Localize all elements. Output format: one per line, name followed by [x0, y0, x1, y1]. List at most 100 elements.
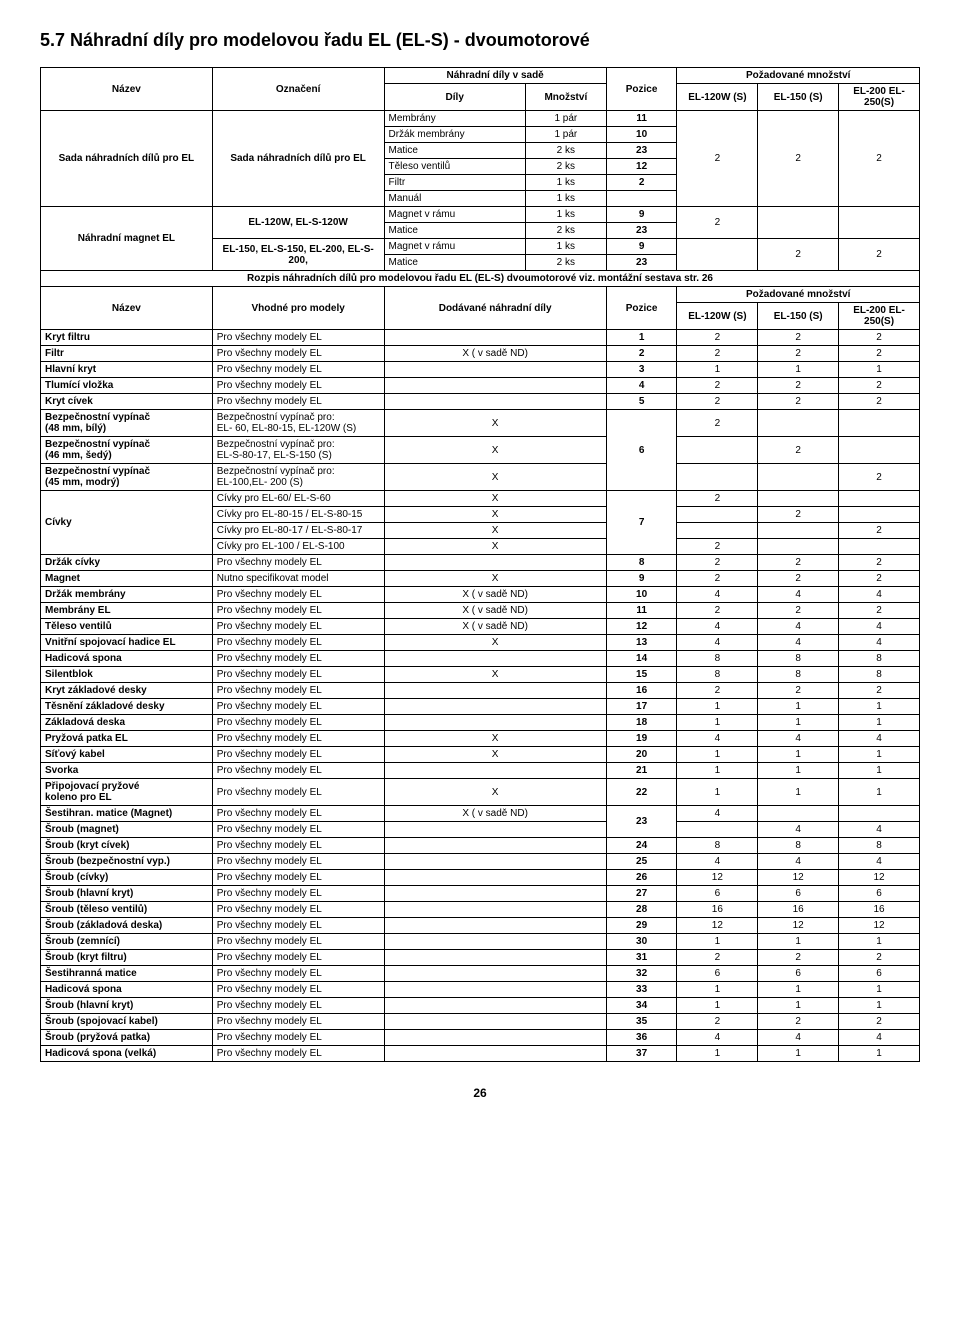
hdr-nazev: Název — [41, 68, 213, 111]
row-name: Šroub (základová deska) — [41, 918, 213, 934]
row-name: Šroub (hlavní kryt) — [41, 998, 213, 1014]
row-name: Bezpečnostní vypínač (46 mm, šedý) — [41, 437, 213, 464]
cell — [839, 507, 920, 523]
cell: 1 — [758, 1046, 839, 1062]
cell: Pro všechny modely EL — [212, 603, 384, 619]
cell: Pro všechny modely EL — [212, 699, 384, 715]
cell: Cívky pro EL-100 / EL-S-100 — [212, 539, 384, 555]
cell — [839, 806, 920, 822]
cell: Pro všechny modely EL — [212, 998, 384, 1014]
cell: 2 — [839, 394, 920, 410]
cell: 6 — [758, 886, 839, 902]
cell: 8 — [758, 667, 839, 683]
cell: 8 — [677, 838, 758, 854]
cell: 12 — [839, 918, 920, 934]
cell: 18 — [606, 715, 677, 731]
cell — [384, 822, 606, 838]
cell: 21 — [606, 763, 677, 779]
cell: Filtr — [384, 175, 525, 191]
hdr-sada: Náhradní díly v sadě — [384, 68, 606, 84]
cell: Pro všechny modely EL — [212, 619, 384, 635]
cell: Membrány — [384, 111, 525, 127]
cell — [384, 1030, 606, 1046]
cell: 29 — [606, 918, 677, 934]
cell — [384, 394, 606, 410]
cell — [677, 507, 758, 523]
cell: 1 — [839, 763, 920, 779]
cell: 20 — [606, 747, 677, 763]
row-name: Hlavní kryt — [41, 362, 213, 378]
cell — [384, 699, 606, 715]
hdr-col-a: EL-120W (S) — [677, 84, 758, 111]
cell: 4 — [677, 731, 758, 747]
hdr-pozad: Požadované množství — [677, 68, 920, 84]
cell: 2 — [677, 539, 758, 555]
cell: 2 — [677, 346, 758, 362]
cell: 4 — [758, 1030, 839, 1046]
cell: 2 ks — [525, 255, 606, 271]
cell: 17 — [606, 699, 677, 715]
cell: 2 — [677, 571, 758, 587]
cell: Pro všechny modely EL — [212, 683, 384, 699]
cell: Matice — [384, 255, 525, 271]
cell — [839, 539, 920, 555]
cell: X ( v sadě ND) — [384, 603, 606, 619]
cell: 2 — [677, 683, 758, 699]
page-title: 5.7 Náhradní díly pro modelovou řadu EL … — [40, 30, 920, 51]
cell: 9 — [606, 239, 677, 255]
cell: 2 — [758, 346, 839, 362]
cell: 4 — [677, 619, 758, 635]
cell: 6 — [606, 410, 677, 491]
cell: 4 — [677, 854, 758, 870]
cell: 26 — [606, 870, 677, 886]
cell: 16 — [839, 902, 920, 918]
hdr-col-b: EL-150 (S) — [758, 84, 839, 111]
cell: X — [384, 437, 606, 464]
cell: 2 — [758, 950, 839, 966]
cell: 4 — [839, 731, 920, 747]
row-name: Šroub (těleso ventilů) — [41, 902, 213, 918]
cell: 25 — [606, 854, 677, 870]
cell: 14 — [606, 651, 677, 667]
cell — [384, 838, 606, 854]
hdr-oznaceni: Označení — [212, 68, 384, 111]
cell: 33 — [606, 982, 677, 998]
row-name: Šroub (hlavní kryt) — [41, 886, 213, 902]
cell: 1 ks — [525, 191, 606, 207]
cell: 13 — [606, 635, 677, 651]
cell: Pro všechny modely EL — [212, 555, 384, 571]
cell — [384, 998, 606, 1014]
cell — [839, 437, 920, 464]
cell: 1 — [758, 934, 839, 950]
cell: X — [384, 635, 606, 651]
cell: 2 — [839, 346, 920, 362]
cell: 4 — [758, 619, 839, 635]
cell: 2 — [677, 410, 758, 437]
cell — [839, 207, 920, 239]
cell — [384, 1046, 606, 1062]
cell: 2 — [677, 111, 758, 207]
cell: Magnet v rámu — [384, 239, 525, 255]
cell: 16 — [606, 683, 677, 699]
cell: Pro všechny modely EL — [212, 934, 384, 950]
parts-table: Název Označení Náhradní díly v sadě Pozi… — [40, 67, 920, 1062]
row-name: Šroub (bezpečnostní vyp.) — [41, 854, 213, 870]
cell: Magnet v rámu — [384, 207, 525, 223]
cell: 19 — [606, 731, 677, 747]
cell: 12 — [839, 870, 920, 886]
cell: 37 — [606, 1046, 677, 1062]
cell: Matice — [384, 223, 525, 239]
cell: 1 — [758, 747, 839, 763]
row-name: Hadicová spona — [41, 982, 213, 998]
cell: 2 — [839, 239, 920, 271]
cell: 1 — [677, 763, 758, 779]
cell: 1 — [758, 998, 839, 1014]
row-name: Držák membrány — [41, 587, 213, 603]
cell: Pro všechny modely EL — [212, 651, 384, 667]
cell: Držák membrány — [384, 127, 525, 143]
g2-sub1-oznaceni: EL-120W, EL-S-120W — [212, 207, 384, 239]
row-name: Šroub (pryžová patka) — [41, 1030, 213, 1046]
cell: 2 — [677, 950, 758, 966]
cell: 2 — [758, 571, 839, 587]
cell: 9 — [606, 207, 677, 223]
